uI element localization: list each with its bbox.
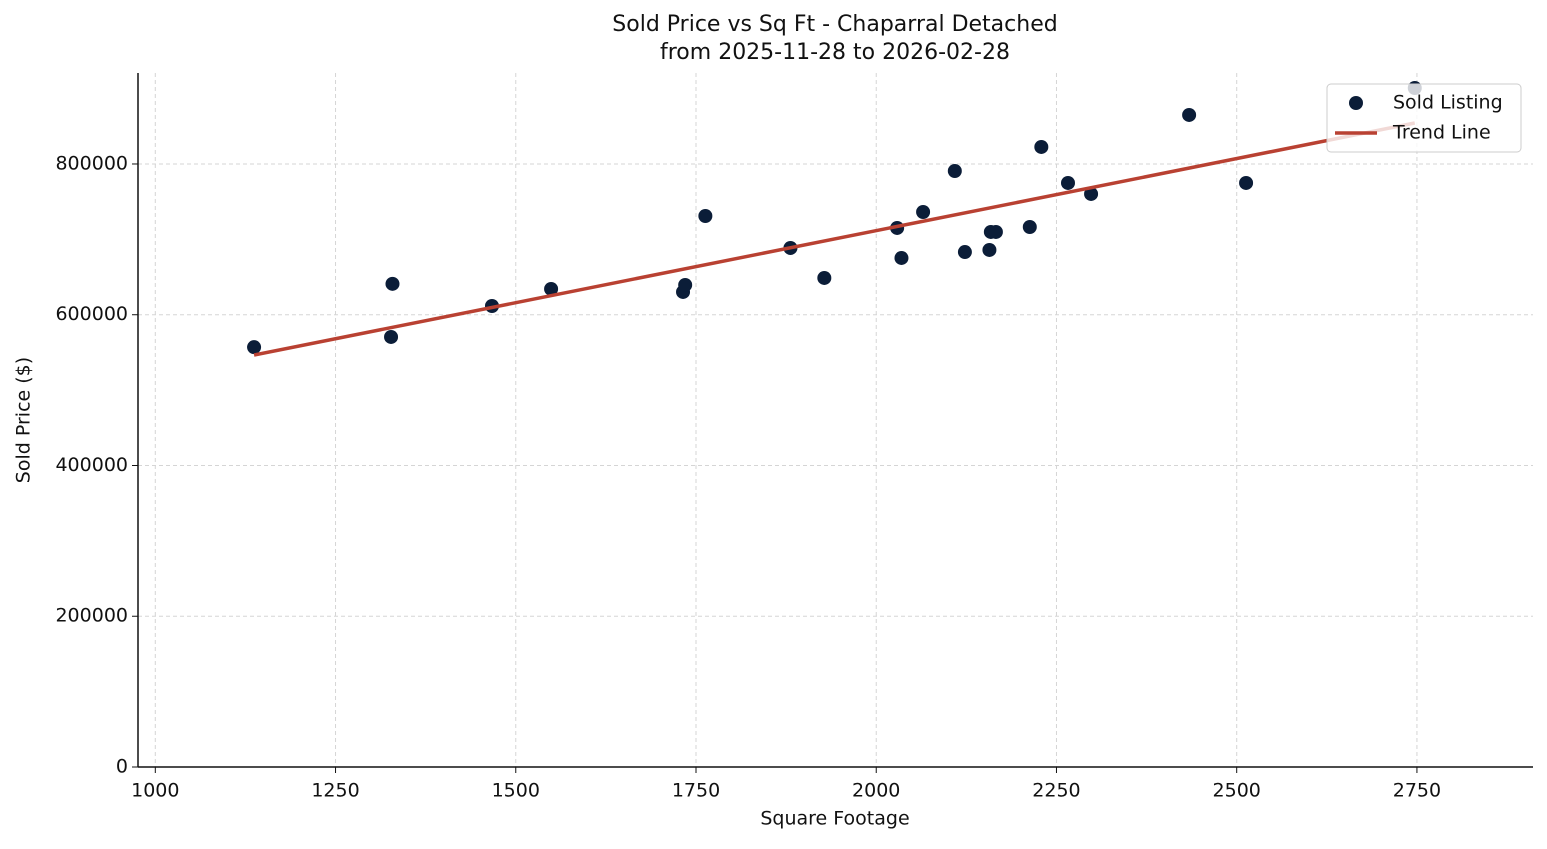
point [544, 281, 559, 296]
point [1034, 139, 1049, 154]
trend-line [253, 121, 1416, 357]
y-tick-label: 800000 [55, 152, 128, 174]
x-tick-label: 1500 [492, 780, 540, 802]
point [1061, 175, 1075, 190]
point [916, 204, 931, 219]
point [1182, 107, 1197, 122]
point [947, 163, 962, 178]
point [957, 245, 972, 260]
point [247, 340, 262, 355]
y-tick-label: 200000 [55, 605, 128, 627]
legend-label: Sold Listing [1393, 92, 1503, 114]
point [385, 276, 400, 291]
legend-label: Trend Line [1392, 122, 1491, 144]
point [1022, 219, 1037, 234]
y-axis-label: Sold Price ($) [13, 357, 35, 483]
x-axis-label: Square Footage [760, 808, 909, 830]
chart-title: Sold Price vs Sq Ft - Chaparral Detached [612, 12, 1057, 37]
point [1239, 175, 1254, 190]
point [982, 242, 997, 257]
x-tick-label: 1250 [311, 780, 359, 802]
x-tick-label: 2750 [1393, 780, 1441, 802]
point [894, 250, 909, 265]
x-tick-label: 1750 [672, 780, 720, 802]
point [698, 208, 713, 223]
x-tick-label: 2250 [1032, 780, 1080, 802]
legend-box [1326, 83, 1522, 153]
point [678, 277, 693, 292]
point [817, 270, 832, 285]
x-tick-label: 2000 [852, 780, 900, 802]
point [384, 329, 399, 344]
point [1084, 186, 1099, 201]
y-tick-label: 0 [116, 756, 128, 778]
x-tick-label: 1000 [131, 780, 179, 802]
y-tick-label: 600000 [55, 303, 128, 325]
chart-subtitle: from 2025-11-28 to 2026-02-28 [660, 40, 1010, 65]
legend-marker [1349, 96, 1363, 110]
x-tick-label: 2500 [1213, 780, 1261, 802]
point [988, 224, 1003, 239]
y-tick-label: 400000 [55, 454, 128, 476]
